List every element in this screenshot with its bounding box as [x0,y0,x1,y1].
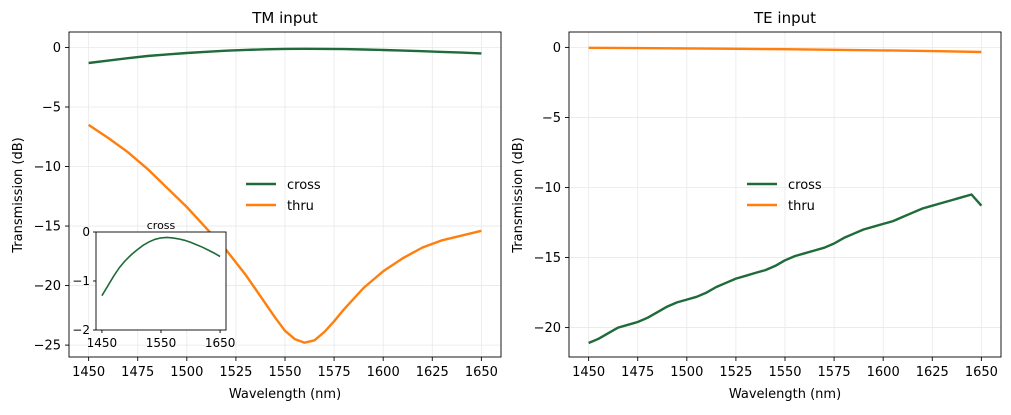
te-x-tick-label: 1550 [768,365,801,380]
tm-y-ticks: 0 −5 −10 −15 −20 −25 [34,41,69,354]
tm-inset-x-tick-label: 1550 [146,336,177,350]
tm-grid [69,32,501,357]
tm-inset-title: cross [147,219,176,232]
te-legend-cross-label: cross [788,178,822,193]
tm-y-tick-label: −10 [34,160,61,175]
tm-legend-thru-label: thru [287,199,314,214]
te-grid [569,32,1001,357]
te-legend-thru-label: thru [788,199,815,214]
tm-x-tick-label: 1450 [72,365,105,380]
tm-x-label: Wavelength (nm) [229,387,341,402]
tm-y-tick-label: −5 [42,101,61,116]
tm-inset-x-tick-label: 1650 [205,336,236,350]
te-x-tick-label: 1500 [670,365,703,380]
tm-y-tick-label: −20 [34,279,61,294]
tm-x-tick-label: 1575 [318,365,351,380]
tm-inset-x-ticks: 1450 1550 1650 [87,330,236,350]
tm-inset-line [101,236,221,297]
te-x-tick-label: 1600 [867,365,900,380]
tm-x-tick-label: 1525 [219,365,252,380]
tm-legend-cross-label: cross [287,178,321,193]
te-x-tick-label: 1625 [916,365,949,380]
te-y-tick-label: −20 [534,321,561,336]
tm-inset-background [96,232,226,330]
tm-y-label: Transmission (dB) [11,137,26,253]
tm-x-tick-label: 1550 [268,365,301,380]
te-y-tick-label: 0 [553,41,561,56]
te-panel: 1450 1475 1500 1525 1550 1575 1600 1625 1650 0 −5… [511,9,1002,402]
tm-y-tick-label: 0 [53,41,61,56]
te-x-tick-label: 1525 [719,365,752,380]
tm-thru-line [87,123,482,344]
tm-x-tick-label: 1500 [170,365,203,380]
te-legend: cross thru [747,178,822,214]
tm-x-tick-label: 1650 [465,365,498,380]
te-x-tick-label: 1575 [818,365,851,380]
te-y-ticks: 0 −5 −10 −15 −20 [534,41,569,336]
te-y-label: Transmission (dB) [511,137,526,253]
te-cross-line [588,193,983,345]
te-title: TE input [753,9,816,27]
tm-cross-line [88,47,482,65]
te-y-tick-label: −5 [542,111,561,126]
tm-panel: 1450 1475 1500 1525 1550 1575 1600 1625 1650 0 −5… [11,9,502,402]
te-x-tick-label: 1650 [965,365,998,380]
tm-legend: cross thru [246,178,321,214]
tm-inset-y-tick-label: −1 [72,274,90,288]
tm-y-tick-label: −15 [34,220,61,235]
tm-inset: 1450 1550 1650 0 −1 −2 cross [72,219,235,350]
te-y-tick-label: −10 [534,181,561,196]
tm-inset-cross-line [101,236,221,297]
tm-x-ticks: 1450 1475 1500 1525 1550 1575 1600 1625 1650 [72,357,498,380]
tm-inset-y-tick-label: −2 [72,323,90,337]
te-x-label: Wavelength (nm) [729,387,841,402]
te-x-ticks: 1450 1475 1500 1525 1550 1575 1600 1625 1650 [572,357,998,380]
tm-inset-x-tick-label: 1450 [87,336,118,350]
te-lines [588,46,983,345]
tm-inset-y-ticks: 0 −1 −2 [72,225,96,337]
te-thru-line [588,46,982,54]
tm-lines [87,47,482,344]
tm-y-tick-label: −25 [34,339,61,354]
tm-x-tick-label: 1625 [416,365,449,380]
te-x-tick-label: 1475 [621,365,654,380]
tm-inset-y-tick-label: 0 [82,225,90,239]
te-x-tick-label: 1450 [572,365,605,380]
tm-x-tick-label: 1475 [121,365,154,380]
tm-x-tick-label: 1600 [367,365,400,380]
te-y-tick-label: −15 [534,251,561,266]
tm-title: TM input [251,9,318,27]
